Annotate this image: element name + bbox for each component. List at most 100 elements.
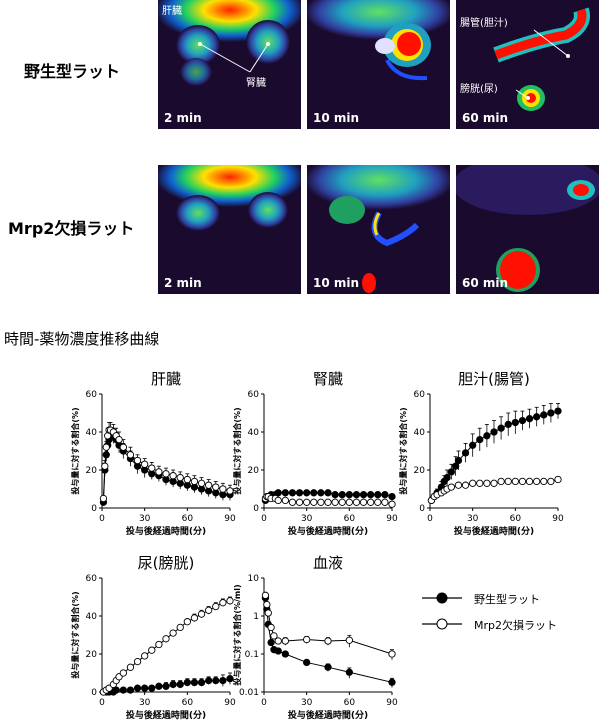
data-point-mrp2 [447,483,455,491]
data-point-wildtype [141,684,149,692]
data-point-mrp2 [183,618,191,626]
annotation-intestine-bile: 腸管(胆汁) [460,18,508,29]
data-point-mrp2 [205,481,213,489]
y-tick-label: 20 [86,466,98,476]
data-point-wildtype [381,491,389,499]
data-point-mrp2 [504,477,512,486]
data-point-mrp2 [381,498,389,506]
pet-image-wildtype-2min: 肝臓 腎臓 2 min [158,0,301,129]
data-point-wildtype [483,432,491,440]
pet-image-mrp2-2min: 2 min [158,165,301,294]
data-point-mrp2 [169,629,177,637]
data-point-mrp2 [212,483,220,491]
data-point-wildtype [511,418,519,427]
data-point-mrp2 [148,464,156,472]
data-point-mrp2 [338,498,346,506]
data-point-mrp2 [274,496,282,505]
pet-time-label: 10 min [313,276,360,290]
pet-time-label: 10 min [313,111,360,125]
data-point-mrp2 [176,623,184,632]
data-point-wildtype [281,489,289,497]
data-point-mrp2 [388,650,396,658]
data-point-mrp2 [155,468,163,476]
data-point-wildtype [126,686,135,694]
data-point-mrp2 [310,498,318,506]
y-tick-label: 60 [248,390,260,400]
data-point-mrp2 [281,496,289,505]
x-tick-label: 60 [182,514,194,524]
legend-marker-filled [436,592,448,604]
y-tick-label: 0.1 [245,650,259,660]
data-point-mrp2 [101,462,109,470]
y-tick-label: 10 [248,574,260,584]
chart-title: 腎臓 [313,370,343,388]
data-point-mrp2 [345,636,353,644]
data-point-wildtype [338,491,346,499]
y-tick-label: 40 [248,428,260,438]
pet-image-mrp2-60min: 60 min [456,165,599,294]
series-line [264,595,393,655]
data-point-mrp2 [183,475,191,484]
data-point-wildtype [219,676,227,685]
y-tick-label: 20 [86,650,98,660]
data-point-mrp2 [518,477,527,486]
data-point-mrp2 [274,637,282,645]
chart-title: 肝臓 [151,370,181,388]
x-tick-label: 30 [301,514,313,524]
data-point-mrp2 [483,479,491,487]
data-point-wildtype [303,658,311,667]
data-point-mrp2 [317,498,325,506]
x-tick-label: 60 [344,698,356,708]
data-point-mrp2 [324,498,332,506]
data-point-wildtype [359,491,368,499]
x-tick-label: 0 [427,514,433,524]
data-point-wildtype [205,676,213,685]
data-point-mrp2 [226,597,234,605]
data-point-wildtype [547,409,555,417]
data-point-wildtype [119,686,127,694]
data-point-wildtype [303,489,311,497]
data-point-mrp2 [263,600,271,609]
pet-time-label: 60 min [462,276,509,290]
data-point-mrp2 [511,477,519,486]
data-point-mrp2 [288,498,297,506]
data-point-mrp2 [102,443,110,451]
y-tick-label: 0 [253,504,259,514]
data-point-wildtype [317,489,325,497]
data-point-mrp2 [119,669,127,677]
data-point-mrp2 [388,500,396,508]
data-point-wildtype [324,489,332,497]
data-point-mrp2 [331,498,339,506]
data-point-wildtype [469,441,477,449]
section-title: 時間-薬物濃度推移曲線 [4,330,160,348]
data-point-mrp2 [303,635,311,644]
x-tick-label: 0 [99,514,105,524]
chart-blood: 血液 0 30 60 90 0.01 0.1 1 10 投与後経過時間(分) 投与量に対する割合(%… [232,554,398,721]
y-tick-label: 0 [91,688,97,698]
data-point-mrp2 [205,606,213,614]
data-point-wildtype [454,456,463,465]
data-point-wildtype [345,668,353,676]
data-point-wildtype [112,686,120,694]
data-point-wildtype [169,680,177,689]
x-tick-label: 0 [261,514,267,524]
data-point-wildtype [525,415,534,423]
data-point-mrp2 [197,610,206,618]
data-point-mrp2 [162,470,170,478]
chart-bile: 胆汁(腸管)0 30 60 900204060投与後経過時間(分)投与量に対する割合(… [398,370,564,537]
annotation-bladder-urine: 膀胱(尿) [460,84,498,95]
pet-time-label: 60 min [462,111,509,125]
y-tick-label: 60 [414,390,426,400]
data-point-wildtype [183,678,191,687]
data-point-wildtype [226,675,234,683]
x-tick-label: 90 [224,514,236,524]
data-point-mrp2 [264,609,272,617]
data-point-mrp2 [490,479,498,487]
pet-image-wildtype-60min: 腸管(胆汁) 膀胱(尿) 60 min [456,0,599,129]
data-point-wildtype [367,491,375,499]
data-point-mrp2 [525,477,534,486]
annotation-kidney: 腎臓 [246,78,266,89]
chart-title: 血液 [313,554,343,572]
data-point-mrp2 [497,477,505,486]
pet-image-mrp2-10min: 10 min [307,165,450,294]
